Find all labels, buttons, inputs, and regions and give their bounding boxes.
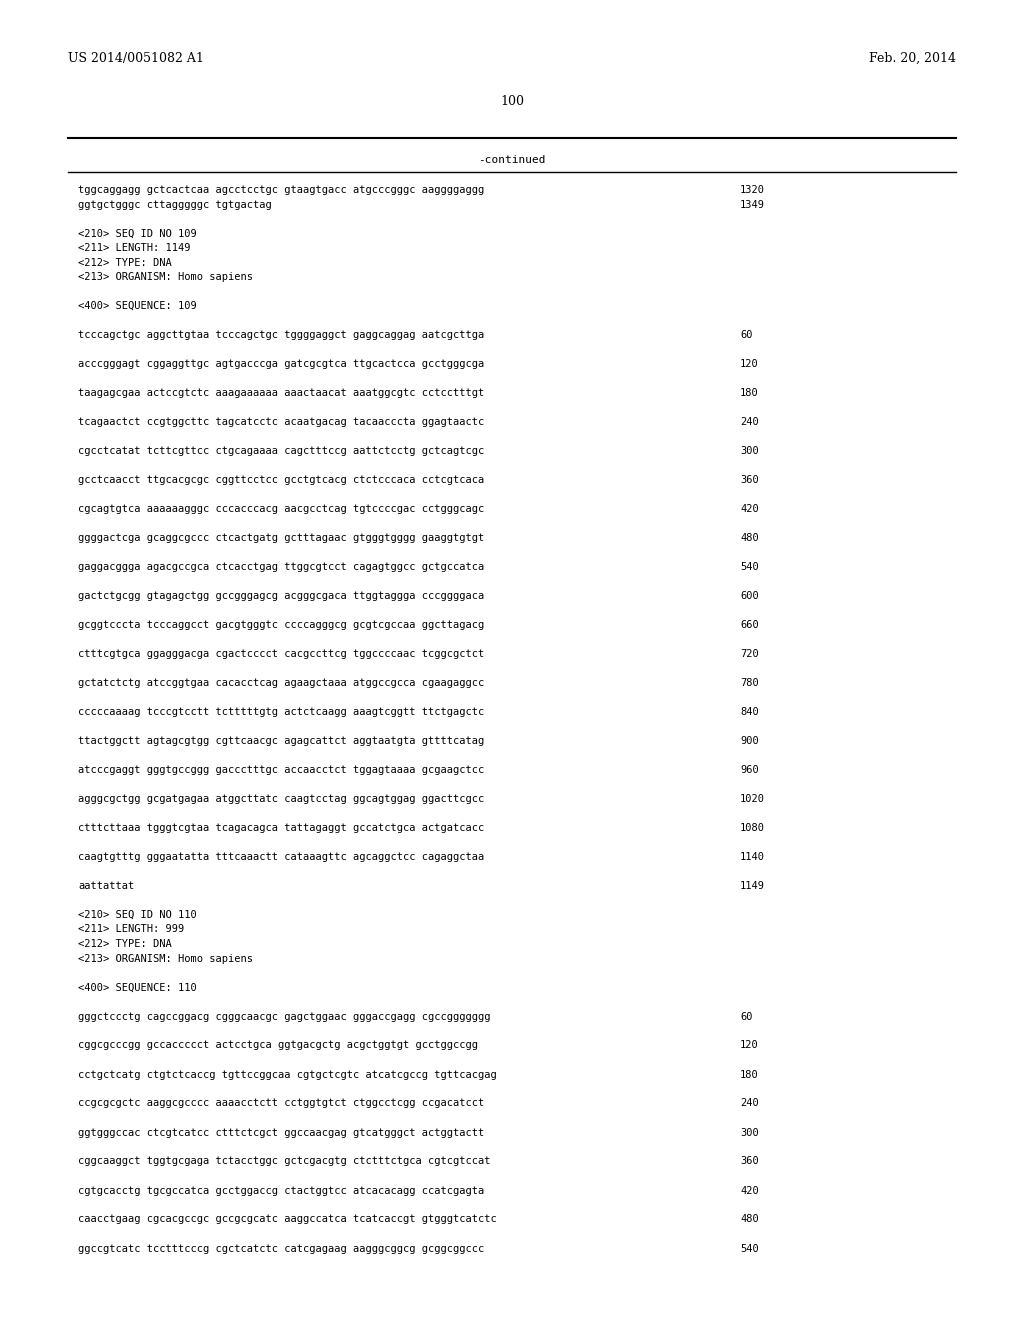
Text: ctttcgtgca ggagggacga cgactcccct cacgccttcg tggccccaac tcggcgctct: ctttcgtgca ggagggacga cgactcccct cacgcct…: [78, 649, 484, 659]
Text: <211> LENGTH: 999: <211> LENGTH: 999: [78, 924, 184, 935]
Text: <210> SEQ ID NO 110: <210> SEQ ID NO 110: [78, 909, 197, 920]
Text: 240: 240: [740, 417, 759, 426]
Text: 60: 60: [740, 330, 753, 341]
Text: 480: 480: [740, 533, 759, 543]
Text: 540: 540: [740, 1243, 759, 1254]
Text: 780: 780: [740, 678, 759, 688]
Text: ttactggctt agtagcgtgg cgttcaacgc agagcattct aggtaatgta gttttcatag: ttactggctt agtagcgtgg cgttcaacgc agagcat…: [78, 737, 484, 746]
Text: tggcaggagg gctcactcaa agcctcctgc gtaagtgacc atgcccgggc aaggggaggg: tggcaggagg gctcactcaa agcctcctgc gtaagtg…: [78, 185, 484, 195]
Text: agggcgctgg gcgatgagaa atggcttatc caagtcctag ggcagtggag ggacttcgcc: agggcgctgg gcgatgagaa atggcttatc caagtcc…: [78, 795, 484, 804]
Text: US 2014/0051082 A1: US 2014/0051082 A1: [68, 51, 204, 65]
Text: 1080: 1080: [740, 822, 765, 833]
Text: 1349: 1349: [740, 199, 765, 210]
Text: ggtgctgggc cttagggggc tgtgactag: ggtgctgggc cttagggggc tgtgactag: [78, 199, 271, 210]
Text: gcctcaacct ttgcacgcgc cggttcctcc gcctgtcacg ctctcccaca cctcgtcaca: gcctcaacct ttgcacgcgc cggttcctcc gcctgtc…: [78, 475, 484, 484]
Text: 300: 300: [740, 446, 759, 455]
Text: Feb. 20, 2014: Feb. 20, 2014: [869, 51, 956, 65]
Text: gctatctctg atccggtgaa cacacctcag agaagctaaa atggccgcca cgaagaggcc: gctatctctg atccggtgaa cacacctcag agaagct…: [78, 678, 484, 688]
Text: cgcagtgtca aaaaaagggc cccacccacg aacgcctcag tgtccccgac cctgggcagc: cgcagtgtca aaaaaagggc cccacccacg aacgcct…: [78, 504, 484, 513]
Text: atcccgaggt gggtgccggg gaccctttgc accaacctct tggagtaaaa gcgaagctcc: atcccgaggt gggtgccggg gaccctttgc accaacc…: [78, 766, 484, 775]
Text: ctttcttaaa tgggtcgtaa tcagacagca tattagaggt gccatctgca actgatcacc: ctttcttaaa tgggtcgtaa tcagacagca tattaga…: [78, 822, 484, 833]
Text: ggtgggccac ctcgtcatcc ctttctcgct ggccaacgag gtcatgggct actggtactt: ggtgggccac ctcgtcatcc ctttctcgct ggccaac…: [78, 1127, 484, 1138]
Text: caacctgaag cgcacgccgc gccgcgcatc aaggccatca tcatcaccgt gtgggtcatctc: caacctgaag cgcacgccgc gccgcgcatc aaggcca…: [78, 1214, 497, 1225]
Text: <210> SEQ ID NO 109: <210> SEQ ID NO 109: [78, 228, 197, 239]
Text: 100: 100: [500, 95, 524, 108]
Text: ggggactcga gcaggcgccc ctcactgatg gctttagaac gtgggtgggg gaaggtgtgt: ggggactcga gcaggcgccc ctcactgatg gctttag…: [78, 533, 484, 543]
Text: cggcgcccgg gccaccccct actcctgca ggtgacgctg acgctggtgt gcctggccgg: cggcgcccgg gccaccccct actcctgca ggtgacgc…: [78, 1040, 478, 1051]
Text: ccgcgcgctc aaggcgcccc aaaacctctt cctggtgtct ctggcctcgg ccgacatcct: ccgcgcgctc aaggcgcccc aaaacctctt cctggtg…: [78, 1098, 484, 1109]
Text: 1020: 1020: [740, 795, 765, 804]
Text: cggcaaggct tggtgcgaga tctacctggc gctcgacgtg ctctttctgca cgtcgtccat: cggcaaggct tggtgcgaga tctacctggc gctcgac…: [78, 1156, 490, 1167]
Text: 420: 420: [740, 504, 759, 513]
Text: <211> LENGTH: 1149: <211> LENGTH: 1149: [78, 243, 190, 253]
Text: 300: 300: [740, 1127, 759, 1138]
Text: caagtgtttg gggaatatta tttcaaactt cataaagttc agcaggctcc cagaggctaa: caagtgtttg gggaatatta tttcaaactt cataaag…: [78, 851, 484, 862]
Text: gcggtcccta tcccaggcct gacgtgggtc ccccagggcg gcgtcgccaa ggcttagacg: gcggtcccta tcccaggcct gacgtgggtc ccccagg…: [78, 620, 484, 630]
Text: 540: 540: [740, 562, 759, 572]
Text: 960: 960: [740, 766, 759, 775]
Text: 240: 240: [740, 1098, 759, 1109]
Text: ggccgtcatc tcctttcccg cgctcatctc catcgagaag aagggcggcg gcggcggccc: ggccgtcatc tcctttcccg cgctcatctc catcgag…: [78, 1243, 484, 1254]
Text: gggctccctg cagccggacg cgggcaacgc gagctggaac gggaccgagg cgccggggggg: gggctccctg cagccggacg cgggcaacgc gagctgg…: [78, 1011, 490, 1022]
Text: 120: 120: [740, 359, 759, 370]
Text: 600: 600: [740, 591, 759, 601]
Text: 360: 360: [740, 1156, 759, 1167]
Text: 360: 360: [740, 475, 759, 484]
Text: gaggacggga agacgccgca ctcacctgag ttggcgtcct cagagtggcc gctgccatca: gaggacggga agacgccgca ctcacctgag ttggcgt…: [78, 562, 484, 572]
Text: -continued: -continued: [478, 154, 546, 165]
Text: <213> ORGANISM: Homo sapiens: <213> ORGANISM: Homo sapiens: [78, 953, 253, 964]
Text: 1149: 1149: [740, 880, 765, 891]
Text: 60: 60: [740, 1011, 753, 1022]
Text: 900: 900: [740, 737, 759, 746]
Text: 420: 420: [740, 1185, 759, 1196]
Text: tcccagctgc aggcttgtaa tcccagctgc tggggaggct gaggcaggag aatcgcttga: tcccagctgc aggcttgtaa tcccagctgc tggggag…: [78, 330, 484, 341]
Text: tcagaactct ccgtggcttc tagcatcctc acaatgacag tacaacccta ggagtaactc: tcagaactct ccgtggcttc tagcatcctc acaatga…: [78, 417, 484, 426]
Text: 180: 180: [740, 1069, 759, 1080]
Text: cgcctcatat tcttcgttcc ctgcagaaaa cagctttccg aattctcctg gctcagtcgc: cgcctcatat tcttcgttcc ctgcagaaaa cagcttt…: [78, 446, 484, 455]
Text: 180: 180: [740, 388, 759, 399]
Text: <212> TYPE: DNA: <212> TYPE: DNA: [78, 939, 172, 949]
Text: aattattat: aattattat: [78, 880, 134, 891]
Text: taagagcgaa actccgtctc aaagaaaaaa aaactaacat aaatggcgtc cctcctttgt: taagagcgaa actccgtctc aaagaaaaaa aaactaa…: [78, 388, 484, 399]
Text: cgtgcacctg tgcgccatca gcctggaccg ctactggtcc atcacacagg ccatcgagta: cgtgcacctg tgcgccatca gcctggaccg ctactgg…: [78, 1185, 484, 1196]
Text: cccccaaaag tcccgtcctt tctttttgtg actctcaagg aaagtcggtt ttctgagctc: cccccaaaag tcccgtcctt tctttttgtg actctca…: [78, 708, 484, 717]
Text: cctgctcatg ctgtctcaccg tgttccggcaa cgtgctcgtc atcatcgccg tgttcacgag: cctgctcatg ctgtctcaccg tgttccggcaa cgtgc…: [78, 1069, 497, 1080]
Text: 120: 120: [740, 1040, 759, 1051]
Text: 660: 660: [740, 620, 759, 630]
Text: <213> ORGANISM: Homo sapiens: <213> ORGANISM: Homo sapiens: [78, 272, 253, 282]
Text: <400> SEQUENCE: 110: <400> SEQUENCE: 110: [78, 982, 197, 993]
Text: 1320: 1320: [740, 185, 765, 195]
Text: 1140: 1140: [740, 851, 765, 862]
Text: <212> TYPE: DNA: <212> TYPE: DNA: [78, 257, 172, 268]
Text: 720: 720: [740, 649, 759, 659]
Text: 840: 840: [740, 708, 759, 717]
Text: gactctgcgg gtagagctgg gccgggagcg acgggcgaca ttggtaggga cccggggaca: gactctgcgg gtagagctgg gccgggagcg acgggcg…: [78, 591, 484, 601]
Text: <400> SEQUENCE: 109: <400> SEQUENCE: 109: [78, 301, 197, 312]
Text: 480: 480: [740, 1214, 759, 1225]
Text: acccgggagt cggaggttgc agtgacccga gatcgcgtca ttgcactcca gcctgggcga: acccgggagt cggaggttgc agtgacccga gatcgcg…: [78, 359, 484, 370]
